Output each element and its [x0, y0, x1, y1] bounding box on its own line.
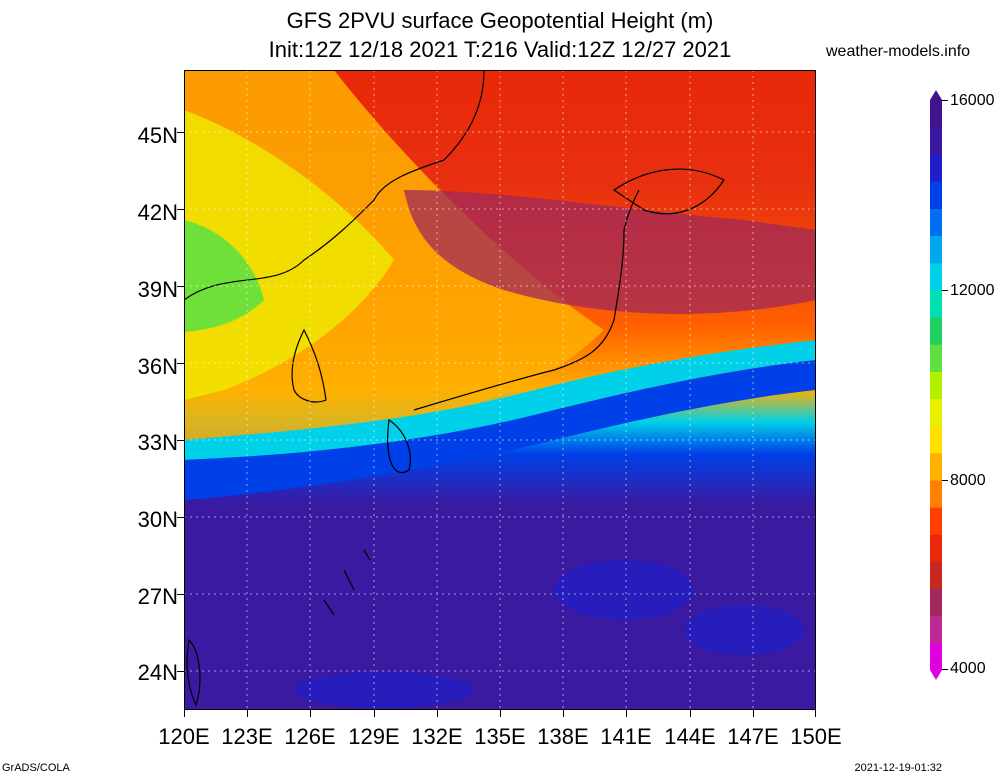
colorbar-label: 8000 [950, 472, 986, 489]
lon-label: 138E [537, 724, 589, 749]
lat-tick [177, 594, 184, 595]
colorbar-segment [930, 317, 942, 345]
ryukyu-islands [323, 549, 371, 616]
map-frame [184, 70, 816, 710]
colorbar-segment [930, 154, 942, 182]
footer-timestamp: 2021-12-19-01:32 [854, 762, 942, 774]
lon-label: 150E [790, 724, 842, 749]
colorbar-tick [942, 480, 948, 481]
colorbar-segment [930, 398, 942, 427]
field-blue-speckle [554, 560, 694, 620]
lat-tick [177, 132, 184, 133]
lon-tick [374, 710, 375, 717]
colorbar-segment [930, 507, 942, 535]
colorbar-tick [942, 290, 948, 291]
lat-tick [177, 517, 184, 518]
colorbar-tick [942, 669, 948, 670]
lon-label: 129E [348, 724, 400, 749]
lat-label: 33N [137, 430, 178, 455]
lat-tick [177, 440, 184, 441]
japan-hokkaido [612, 168, 725, 215]
lon-label: 126E [284, 724, 336, 749]
lat-label: 42N [137, 200, 178, 225]
lon-tick [437, 710, 438, 717]
colorbar-segment [930, 262, 942, 291]
colorbar [930, 90, 942, 680]
site-credit: weather-models.info [826, 43, 971, 60]
lat-label: 27N [137, 584, 178, 609]
colorbar-segment [930, 181, 942, 210]
field-blue-speckle [294, 672, 474, 708]
chart-subtitle: Init:12Z 12/18 2021 T:216 Valid:12Z 12/2… [268, 37, 732, 62]
field-light-yellow [184, 110, 394, 400]
lon-tick [815, 710, 816, 717]
lon-label: 135E [474, 724, 526, 749]
chart-title: GFS 2PVU surface Geopotential Height (m) [286, 8, 714, 33]
taiwan-coast [186, 638, 201, 707]
coastlines [184, 70, 725, 707]
lon-tick [690, 710, 691, 717]
colorbar-segment [930, 588, 942, 617]
field-green-patch [184, 220, 264, 332]
colorbar-segment [930, 425, 942, 454]
colorbar-segment [930, 452, 942, 481]
colorbar-label: 12000 [950, 282, 995, 299]
japan-kyushu [387, 418, 411, 473]
lon-tick [500, 710, 501, 717]
colorbar-min-arrow [930, 670, 942, 680]
lat-label: 24N [137, 660, 178, 685]
colorbar-segment [930, 480, 942, 508]
lon-tick [247, 710, 248, 717]
lon-tick [753, 710, 754, 717]
colorbar-segment [930, 127, 942, 155]
lat-tick [177, 671, 184, 672]
lon-tick [626, 710, 627, 717]
field-dark-red [404, 190, 816, 314]
lon-label: 147E [727, 724, 779, 749]
lon-label: 141E [600, 724, 652, 749]
lat-label: 45N [137, 123, 178, 148]
china-coast [184, 70, 485, 301]
lat-tick [177, 209, 184, 210]
colorbar-segment [930, 371, 942, 400]
colorbar-segment [930, 100, 942, 128]
colorbar-segment [930, 344, 942, 372]
lon-label: 123E [221, 724, 273, 749]
field-blue-speckle [684, 605, 804, 655]
colorbar-segment [930, 290, 942, 318]
colorbar-segment [930, 615, 942, 644]
lon-tick [184, 710, 185, 717]
lat-lon-grid [184, 70, 816, 710]
lon-tick [563, 710, 564, 717]
lat-label: 39N [137, 277, 178, 302]
lat-label: 30N [137, 507, 178, 532]
colorbar-label: 16000 [950, 92, 995, 109]
colorbar-tick [942, 100, 948, 101]
colorbar-max-arrow [930, 90, 942, 100]
colorbar-segment [930, 534, 942, 562]
colorbar-label: 4000 [950, 660, 986, 677]
lon-label: 144E [664, 724, 716, 749]
footer-software: GrADS/COLA [2, 762, 70, 774]
geopotential-map [184, 70, 816, 710]
colorbar-segment [930, 208, 942, 237]
japan-honshu [413, 189, 640, 411]
colorbar-segment [930, 642, 942, 671]
lon-label: 132E [411, 724, 463, 749]
lat-label: 36N [137, 354, 178, 379]
lon-tick [310, 710, 311, 717]
lat-tick [177, 363, 184, 364]
lat-tick [177, 286, 184, 287]
colorbar-segment [930, 235, 942, 264]
colorbar-segment [930, 561, 942, 590]
lon-label: 120E [158, 724, 210, 749]
